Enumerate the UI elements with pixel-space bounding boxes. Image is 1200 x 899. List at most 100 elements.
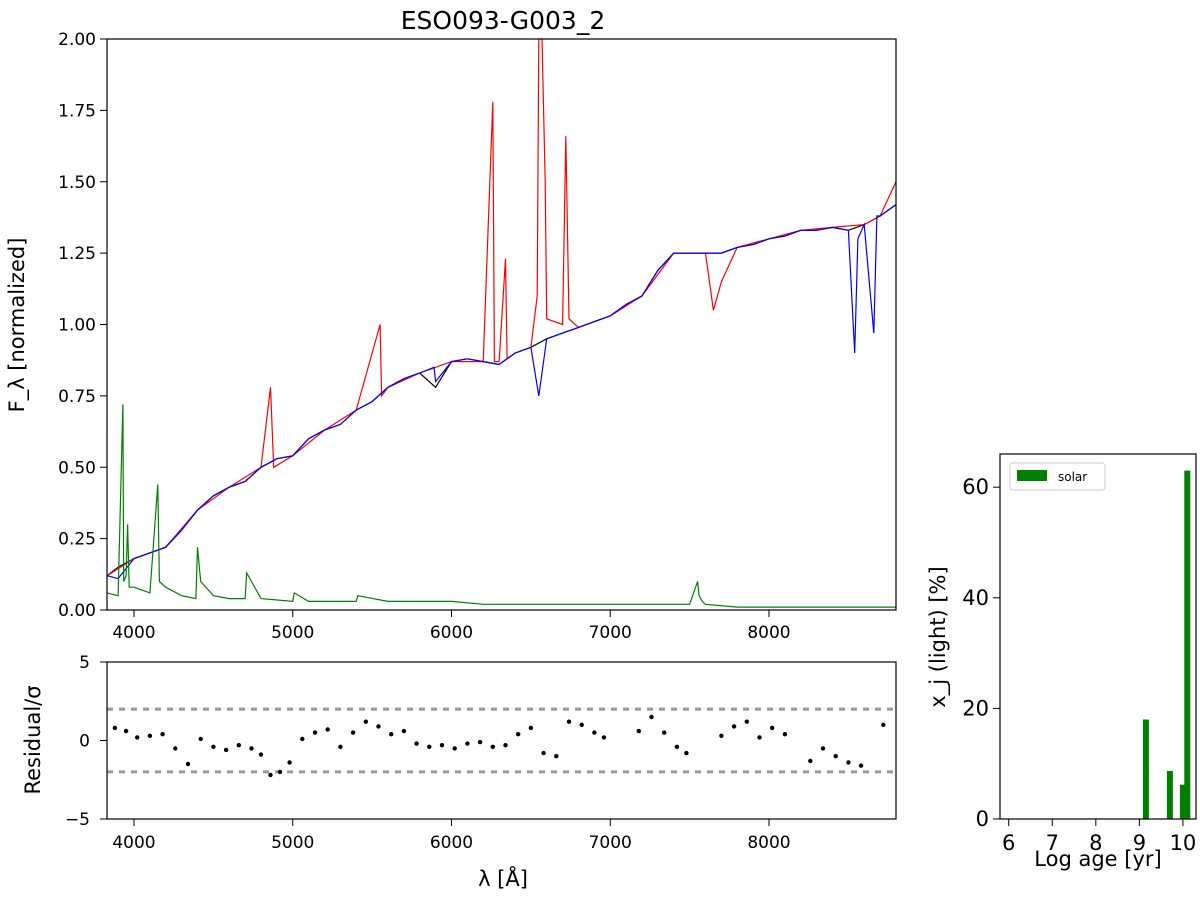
residual-point — [465, 741, 470, 746]
spectrum-series-line-2 — [106, 204, 897, 580]
residual-axes-frame — [106, 661, 897, 820]
spectrum-y-tick-label: 1.25 — [58, 244, 96, 264]
spectrum-series-line-0 — [106, 204, 897, 577]
spectrum-x-tick-label: 8000 — [747, 623, 790, 643]
residual-point — [135, 735, 140, 740]
spectrum-series-line-3 — [106, 404, 896, 608]
residual-point — [312, 730, 318, 735]
spectrum-y-tick-label: 1.50 — [58, 173, 96, 193]
spectrum-ticks: 0.00 0.25 0.50 0.75 1.00 1.25 1.50 1.75 2.00 4000… — [58, 30, 790, 643]
residual-x-tick-label: 6000 — [430, 833, 473, 853]
residual-point — [325, 727, 330, 732]
residual-y-tick-label: −5 — [65, 810, 90, 830]
residual-reference-lines — [107, 707, 896, 774]
residual-point — [147, 733, 153, 738]
spectrum-y-tick-label: 0.50 — [58, 458, 96, 478]
residual-point — [601, 735, 607, 740]
residual-point — [477, 739, 483, 745]
residual-point — [185, 761, 191, 767]
age-y-tick-label: 0 — [976, 807, 989, 831]
residual-point — [376, 724, 381, 729]
residual-point — [236, 743, 241, 748]
residual-point — [744, 719, 749, 724]
age-y-label: x_j (light) [%] — [926, 566, 951, 707]
residual-point — [401, 728, 407, 734]
residual-point — [287, 760, 292, 765]
residual-point — [719, 733, 724, 738]
residual-point — [300, 736, 305, 742]
residual-point — [258, 752, 264, 757]
legend-swatch — [1017, 470, 1047, 481]
spectrum-x-tick-label: 4000 — [112, 623, 155, 643]
residual-point — [211, 744, 216, 749]
residual-point — [350, 730, 356, 735]
residual-point — [173, 746, 178, 751]
age-x-tick-label: 9 — [1133, 831, 1146, 855]
residual-point — [579, 722, 584, 727]
residual-point — [223, 747, 229, 753]
residual-x-label: λ [Å] — [478, 865, 528, 891]
residual-point — [858, 763, 864, 768]
residual-point — [414, 741, 419, 746]
residual-point — [662, 730, 667, 735]
spectrum-panel: ESO093-G003_2 0.00 0.25 0.50 0.75 1.00 1.25 1.… — [5, 6, 897, 643]
residual-point — [249, 746, 254, 751]
spectrum-x-tick-label: 6000 — [430, 623, 473, 643]
residual-y-label: Residual/σ — [21, 685, 45, 794]
residual-points-group — [112, 714, 886, 778]
residual-point — [123, 728, 129, 734]
spectrum-y-tick-label: 1.00 — [58, 316, 96, 336]
residual-point — [198, 736, 203, 742]
residual-point — [363, 719, 368, 724]
age-ticks: 0 20 40 60 6 7 8 9 10 — [962, 475, 1196, 855]
legend-box — [1009, 462, 1106, 491]
residual-point — [516, 732, 521, 737]
age-bar — [1184, 470, 1191, 819]
residual-point — [554, 754, 559, 759]
spectrum-y-tick-label: 2.00 — [58, 30, 96, 50]
residual-point — [112, 725, 118, 731]
residual-x-tick-label: 8000 — [747, 833, 790, 853]
residual-x-tick-label: 5000 — [271, 833, 314, 853]
residual-point — [268, 772, 273, 778]
age-bar — [1166, 770, 1173, 819]
residual-point — [338, 744, 343, 749]
residual-point — [757, 735, 762, 740]
residual-point — [541, 750, 546, 756]
chart-title: ESO093-G003_2 — [401, 6, 606, 35]
residual-point — [427, 744, 432, 749]
residual-point — [684, 750, 689, 756]
residual-point — [160, 732, 165, 737]
residual-point — [833, 754, 838, 759]
age-bar — [1142, 719, 1149, 819]
residual-point — [528, 725, 534, 731]
residual-point — [389, 732, 394, 737]
spectrum-y-tick-label: 0.25 — [58, 530, 96, 550]
residual-ticks: 5 0 −5 4000 5000 6000 7000 8000 — [65, 653, 791, 853]
residual-point — [649, 714, 654, 720]
residual-panel: 5 0 −5 4000 5000 6000 7000 8000 Residual/σ λ [Å… — [21, 653, 897, 891]
age-y-tick-label: 20 — [962, 696, 989, 720]
residual-point — [846, 760, 851, 765]
residual-point — [808, 758, 813, 764]
residual-point — [881, 722, 886, 727]
residual-point — [731, 724, 737, 729]
spectrum-y-label: F_λ [normalized] — [5, 238, 30, 413]
spectrum-x-tick-label: 7000 — [589, 623, 632, 643]
age-x-label: Log age [yr] — [1034, 847, 1161, 871]
residual-y-tick-label: 5 — [79, 653, 90, 673]
residual-point — [566, 719, 572, 724]
spectrum-y-tick-label: 1.75 — [58, 101, 96, 121]
age-x-tick-label: 10 — [1170, 831, 1197, 855]
age-axes-frame — [999, 453, 1197, 820]
spectrum-series-group — [106, 38, 897, 608]
residual-point — [782, 732, 788, 737]
age-bar — [1179, 784, 1186, 819]
legend-label: solar — [1058, 470, 1087, 484]
age-x-tick-label: 8 — [1089, 831, 1102, 855]
residual-point — [770, 725, 775, 731]
residual-x-tick-label: 7000 — [589, 833, 632, 853]
residual-point — [439, 743, 445, 748]
residual-point — [277, 769, 283, 775]
